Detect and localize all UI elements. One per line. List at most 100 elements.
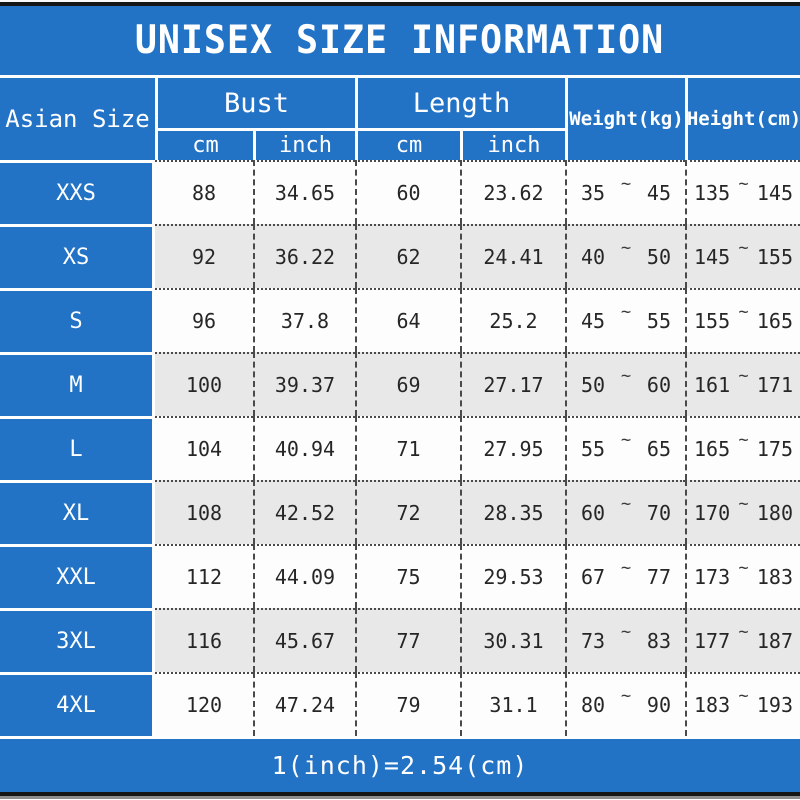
height-range: 183 ~ 193 — [685, 672, 800, 736]
bust-cm-value: 100 — [155, 352, 253, 416]
height-min: 135 — [694, 181, 731, 205]
weight-range: 73 ~ 83 — [565, 608, 685, 672]
table-body: XXS 88 34.65 60 23.62 35 ~ 45 135 ~ 145 … — [0, 160, 800, 736]
tilde-glyph: ~ — [620, 686, 632, 706]
height-range: 173 ~ 183 — [685, 544, 800, 608]
weight-max: 70 — [646, 501, 671, 525]
weight-range: 60 ~ 70 — [565, 480, 685, 544]
height-range: 170 ~ 180 — [685, 480, 800, 544]
size-label: 4XL — [0, 672, 155, 736]
length-inch-value: 29.53 — [460, 544, 565, 608]
top-black-bar — [0, 2, 800, 6]
bust-cm-value: 108 — [155, 480, 253, 544]
tilde-glyph: ~ — [738, 366, 749, 386]
height-range: 161 ~ 171 — [685, 352, 800, 416]
tilde-glyph: ~ — [738, 622, 749, 642]
weight-min: 45 — [581, 309, 606, 333]
weight-min: 60 — [581, 501, 606, 525]
weight-min: 40 — [581, 245, 606, 269]
size-label: S — [0, 288, 155, 352]
header-bust: Bust — [155, 78, 355, 128]
length-inch-value: 31.1 — [460, 672, 565, 736]
bust-inch-value: 34.65 — [253, 160, 355, 224]
conversion-footer: 1(inch)=2.54(cm) — [0, 736, 800, 792]
header-bust-inch: inch — [253, 128, 355, 160]
header-bust-cm: cm — [155, 128, 253, 160]
height-min: 165 — [694, 437, 731, 461]
height-range: 177 ~ 187 — [685, 608, 800, 672]
tilde-glyph: ~ — [738, 558, 749, 578]
length-cm-value: 64 — [355, 288, 460, 352]
height-min: 177 — [694, 629, 731, 653]
header-length-inch: inch — [460, 128, 565, 160]
tilde-glyph: ~ — [738, 238, 749, 258]
height-max: 165 — [756, 309, 793, 333]
length-inch-value: 27.17 — [460, 352, 565, 416]
bottom-black-bar — [0, 792, 800, 796]
bust-inch-value: 45.67 — [253, 608, 355, 672]
weight-min: 67 — [581, 565, 606, 589]
tilde-glyph: ~ — [620, 366, 632, 386]
weight-min: 50 — [581, 373, 606, 397]
height-max: 175 — [756, 437, 793, 461]
header-asian-size: Asian Size — [0, 78, 155, 160]
length-inch-value: 24.41 — [460, 224, 565, 288]
tilde-glyph: ~ — [620, 430, 632, 450]
weight-range: 55 ~ 65 — [565, 416, 685, 480]
length-inch-value: 28.35 — [460, 480, 565, 544]
bust-inch-value: 37.8 — [253, 288, 355, 352]
weight-max: 65 — [646, 437, 671, 461]
bust-inch-value: 47.24 — [253, 672, 355, 736]
header-height: Height(cm) — [685, 78, 800, 160]
page-title: UNISEX SIZE INFORMATION — [135, 18, 665, 63]
height-range: 135 ~ 145 — [685, 160, 800, 224]
size-label: XXS — [0, 160, 155, 224]
length-cm-value: 69 — [355, 352, 460, 416]
height-max: 145 — [756, 181, 793, 205]
tilde-glyph: ~ — [738, 430, 749, 450]
weight-min: 55 — [581, 437, 606, 461]
bottom-gray-strip — [0, 796, 800, 799]
weight-range: 40 ~ 50 — [565, 224, 685, 288]
top-light-strip — [0, 0, 800, 2]
height-max: 155 — [756, 245, 793, 269]
length-inch-value: 23.62 — [460, 160, 565, 224]
height-max: 183 — [756, 565, 793, 589]
bust-inch-value: 36.22 — [253, 224, 355, 288]
size-label: XXL — [0, 544, 155, 608]
height-min: 161 — [694, 373, 731, 397]
weight-max: 77 — [646, 565, 671, 589]
height-min: 155 — [694, 309, 731, 333]
height-min: 145 — [694, 245, 731, 269]
bust-inch-value: 39.37 — [253, 352, 355, 416]
length-cm-value: 60 — [355, 160, 460, 224]
tilde-glyph: ~ — [738, 494, 749, 514]
tilde-glyph: ~ — [620, 494, 632, 514]
bust-cm-value: 88 — [155, 160, 253, 224]
height-max: 171 — [756, 373, 793, 397]
bust-cm-value: 104 — [155, 416, 253, 480]
weight-max: 83 — [646, 629, 671, 653]
weight-range: 45 ~ 55 — [565, 288, 685, 352]
weight-min: 80 — [581, 693, 606, 717]
size-label: M — [0, 352, 155, 416]
weight-range: 80 ~ 90 — [565, 672, 685, 736]
tilde-glyph: ~ — [738, 174, 749, 194]
size-label: XL — [0, 480, 155, 544]
length-cm-value: 72 — [355, 480, 460, 544]
header-length-cm: cm — [355, 128, 460, 160]
weight-max: 60 — [646, 373, 671, 397]
tilde-glyph: ~ — [738, 302, 749, 322]
length-cm-value: 62 — [355, 224, 460, 288]
height-min: 170 — [694, 501, 731, 525]
conversion-note: 1(inch)=2.54(cm) — [271, 751, 529, 780]
length-cm-value: 71 — [355, 416, 460, 480]
tilde-glyph: ~ — [620, 302, 632, 322]
weight-min: 73 — [581, 629, 606, 653]
bust-cm-value: 92 — [155, 224, 253, 288]
bust-inch-value: 40.94 — [253, 416, 355, 480]
height-range: 155 ~ 165 — [685, 288, 800, 352]
header-weight: Weight(kg) — [565, 78, 685, 160]
weight-min: 35 — [581, 181, 606, 205]
